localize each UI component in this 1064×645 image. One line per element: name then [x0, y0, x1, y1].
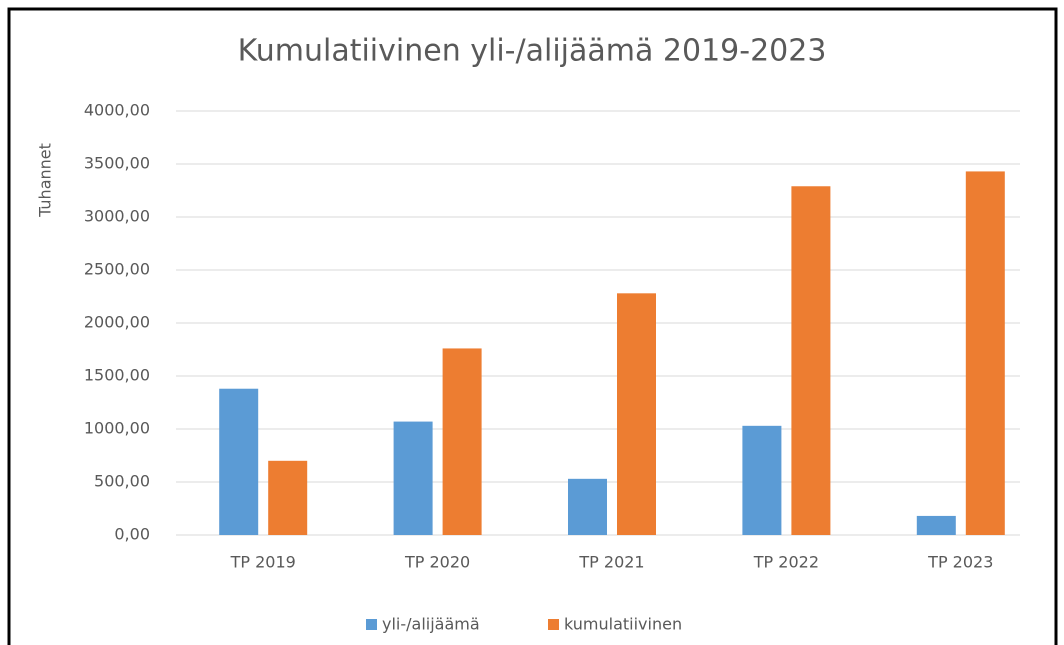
bar — [965, 171, 1005, 536]
y-tick-label: 2500,00 — [84, 260, 150, 279]
x-tick-label: TP 2019 — [230, 553, 296, 572]
y-tick-label: 3000,00 — [84, 207, 150, 226]
x-tick-label: TP 2020 — [404, 553, 470, 572]
bar — [393, 421, 433, 535]
y-tick-label: 500,00 — [94, 472, 150, 491]
bar — [442, 348, 482, 535]
y-tick-label: 3500,00 — [84, 154, 150, 173]
legend-label: kumulatiivinen — [564, 615, 682, 634]
bar — [568, 478, 607, 535]
x-tick-label: TP 2022 — [753, 553, 819, 572]
y-tick-label: 1000,00 — [84, 419, 150, 438]
bar — [219, 388, 259, 535]
y-tick-label: 2000,00 — [84, 313, 150, 332]
bar — [916, 515, 956, 535]
chart-title: Kumulatiivinen yli-/alijäämä 2019-2023 — [238, 34, 827, 69]
bar — [617, 293, 656, 535]
legend-swatch — [366, 619, 377, 630]
y-axis-label: Tuhannet — [36, 143, 55, 218]
legend-label: yli-/alijäämä — [382, 615, 480, 634]
bar — [268, 460, 308, 535]
y-tick-label: 0,00 — [114, 525, 150, 544]
y-tick-label: 1500,00 — [84, 366, 150, 385]
x-tick-label: TP 2021 — [578, 553, 644, 572]
frame — [7, 7, 1058, 645]
x-tick-label: TP 2023 — [927, 553, 993, 572]
y-tick-label: 4000,00 — [84, 101, 150, 120]
bar — [791, 186, 831, 535]
bar — [742, 425, 782, 535]
legend-swatch — [548, 619, 559, 630]
